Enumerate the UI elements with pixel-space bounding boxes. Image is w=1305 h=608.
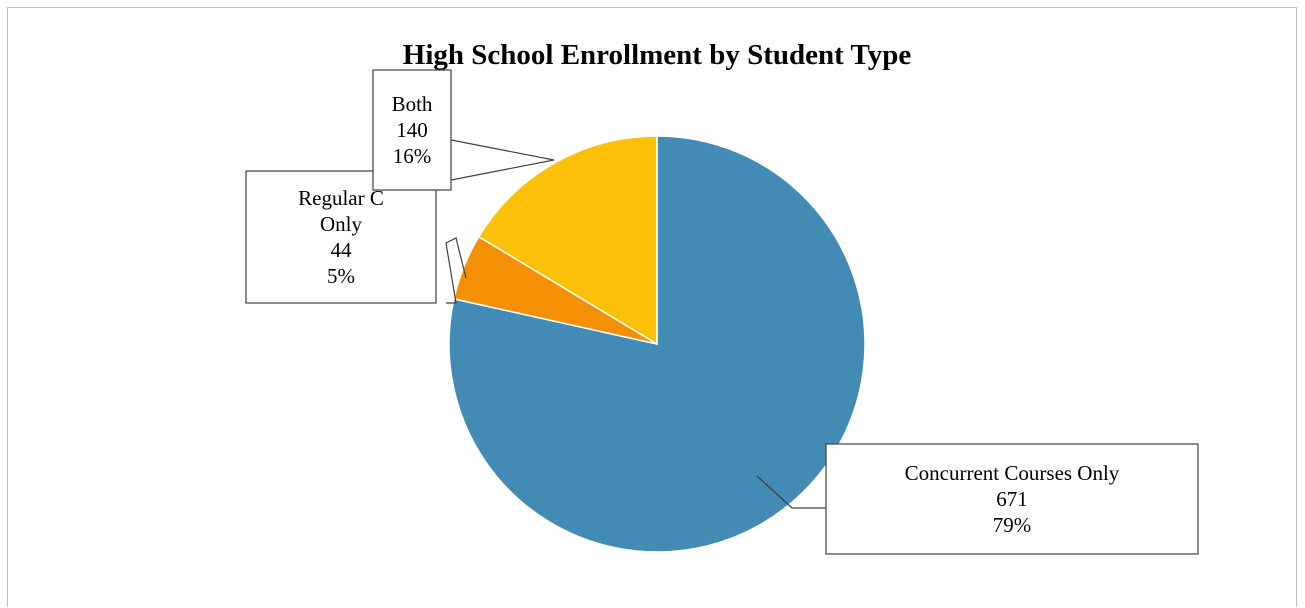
leader-line (445, 237, 467, 304)
data-label-category: Only (320, 212, 363, 236)
data-label-category: Regular C (298, 186, 384, 210)
data-label-value: 44 (331, 238, 353, 262)
label-box (372, 69, 452, 191)
data-label-value: 140 (396, 118, 428, 142)
data-label-category: Concurrent Courses Only (905, 461, 1120, 485)
pie-slice-concurrent-courses-only (448, 135, 866, 553)
data-label-percent: 5% (327, 264, 355, 288)
data-label-percent: 79% (993, 513, 1032, 537)
pie-chart: High School Enrollment by Student Type C… (245, 39, 1199, 555)
leader-line (756, 475, 826, 509)
pie-slices (448, 135, 866, 553)
pie-slice-both (477, 135, 658, 346)
label-box (825, 443, 1199, 555)
label-box (245, 170, 437, 304)
data-label-percent: 16% (393, 144, 432, 168)
data-label-category: Both (392, 92, 433, 116)
chart-area: High School Enrollment by Student Type C… (7, 7, 1297, 607)
data-label-value: 671 (996, 487, 1028, 511)
leader-line (450, 139, 555, 181)
chart-title: High School Enrollment by Student Type (403, 39, 912, 71)
